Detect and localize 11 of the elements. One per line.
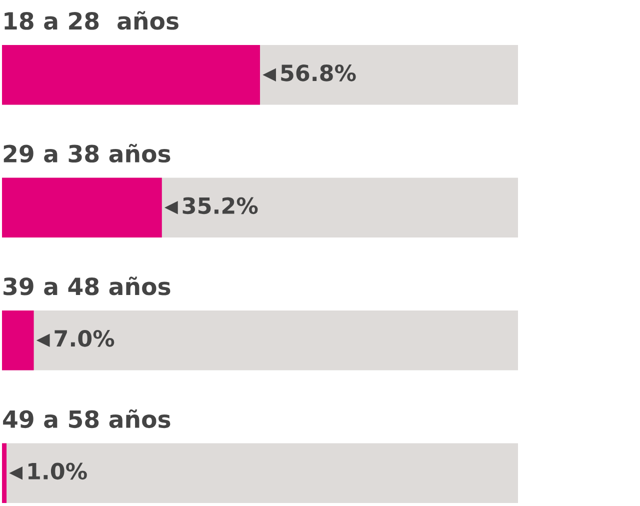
bar [2, 178, 162, 238]
data-label: 56.8% [281, 64, 356, 82]
data-label: 35.2% [182, 197, 258, 214]
data-label: 7.0% [54, 330, 114, 347]
y-tick-label: 29 a 38 años [4, 144, 170, 163]
bar [2, 443, 7, 503]
y-tick-label: 49 a 58 años [3, 409, 170, 428]
y-tick-label: 18 a 28 años [4, 11, 178, 30]
y-tick-label: 39 a 48 años [4, 276, 170, 296]
bar [2, 310, 34, 370]
data-label: 1.0% [28, 462, 87, 480]
